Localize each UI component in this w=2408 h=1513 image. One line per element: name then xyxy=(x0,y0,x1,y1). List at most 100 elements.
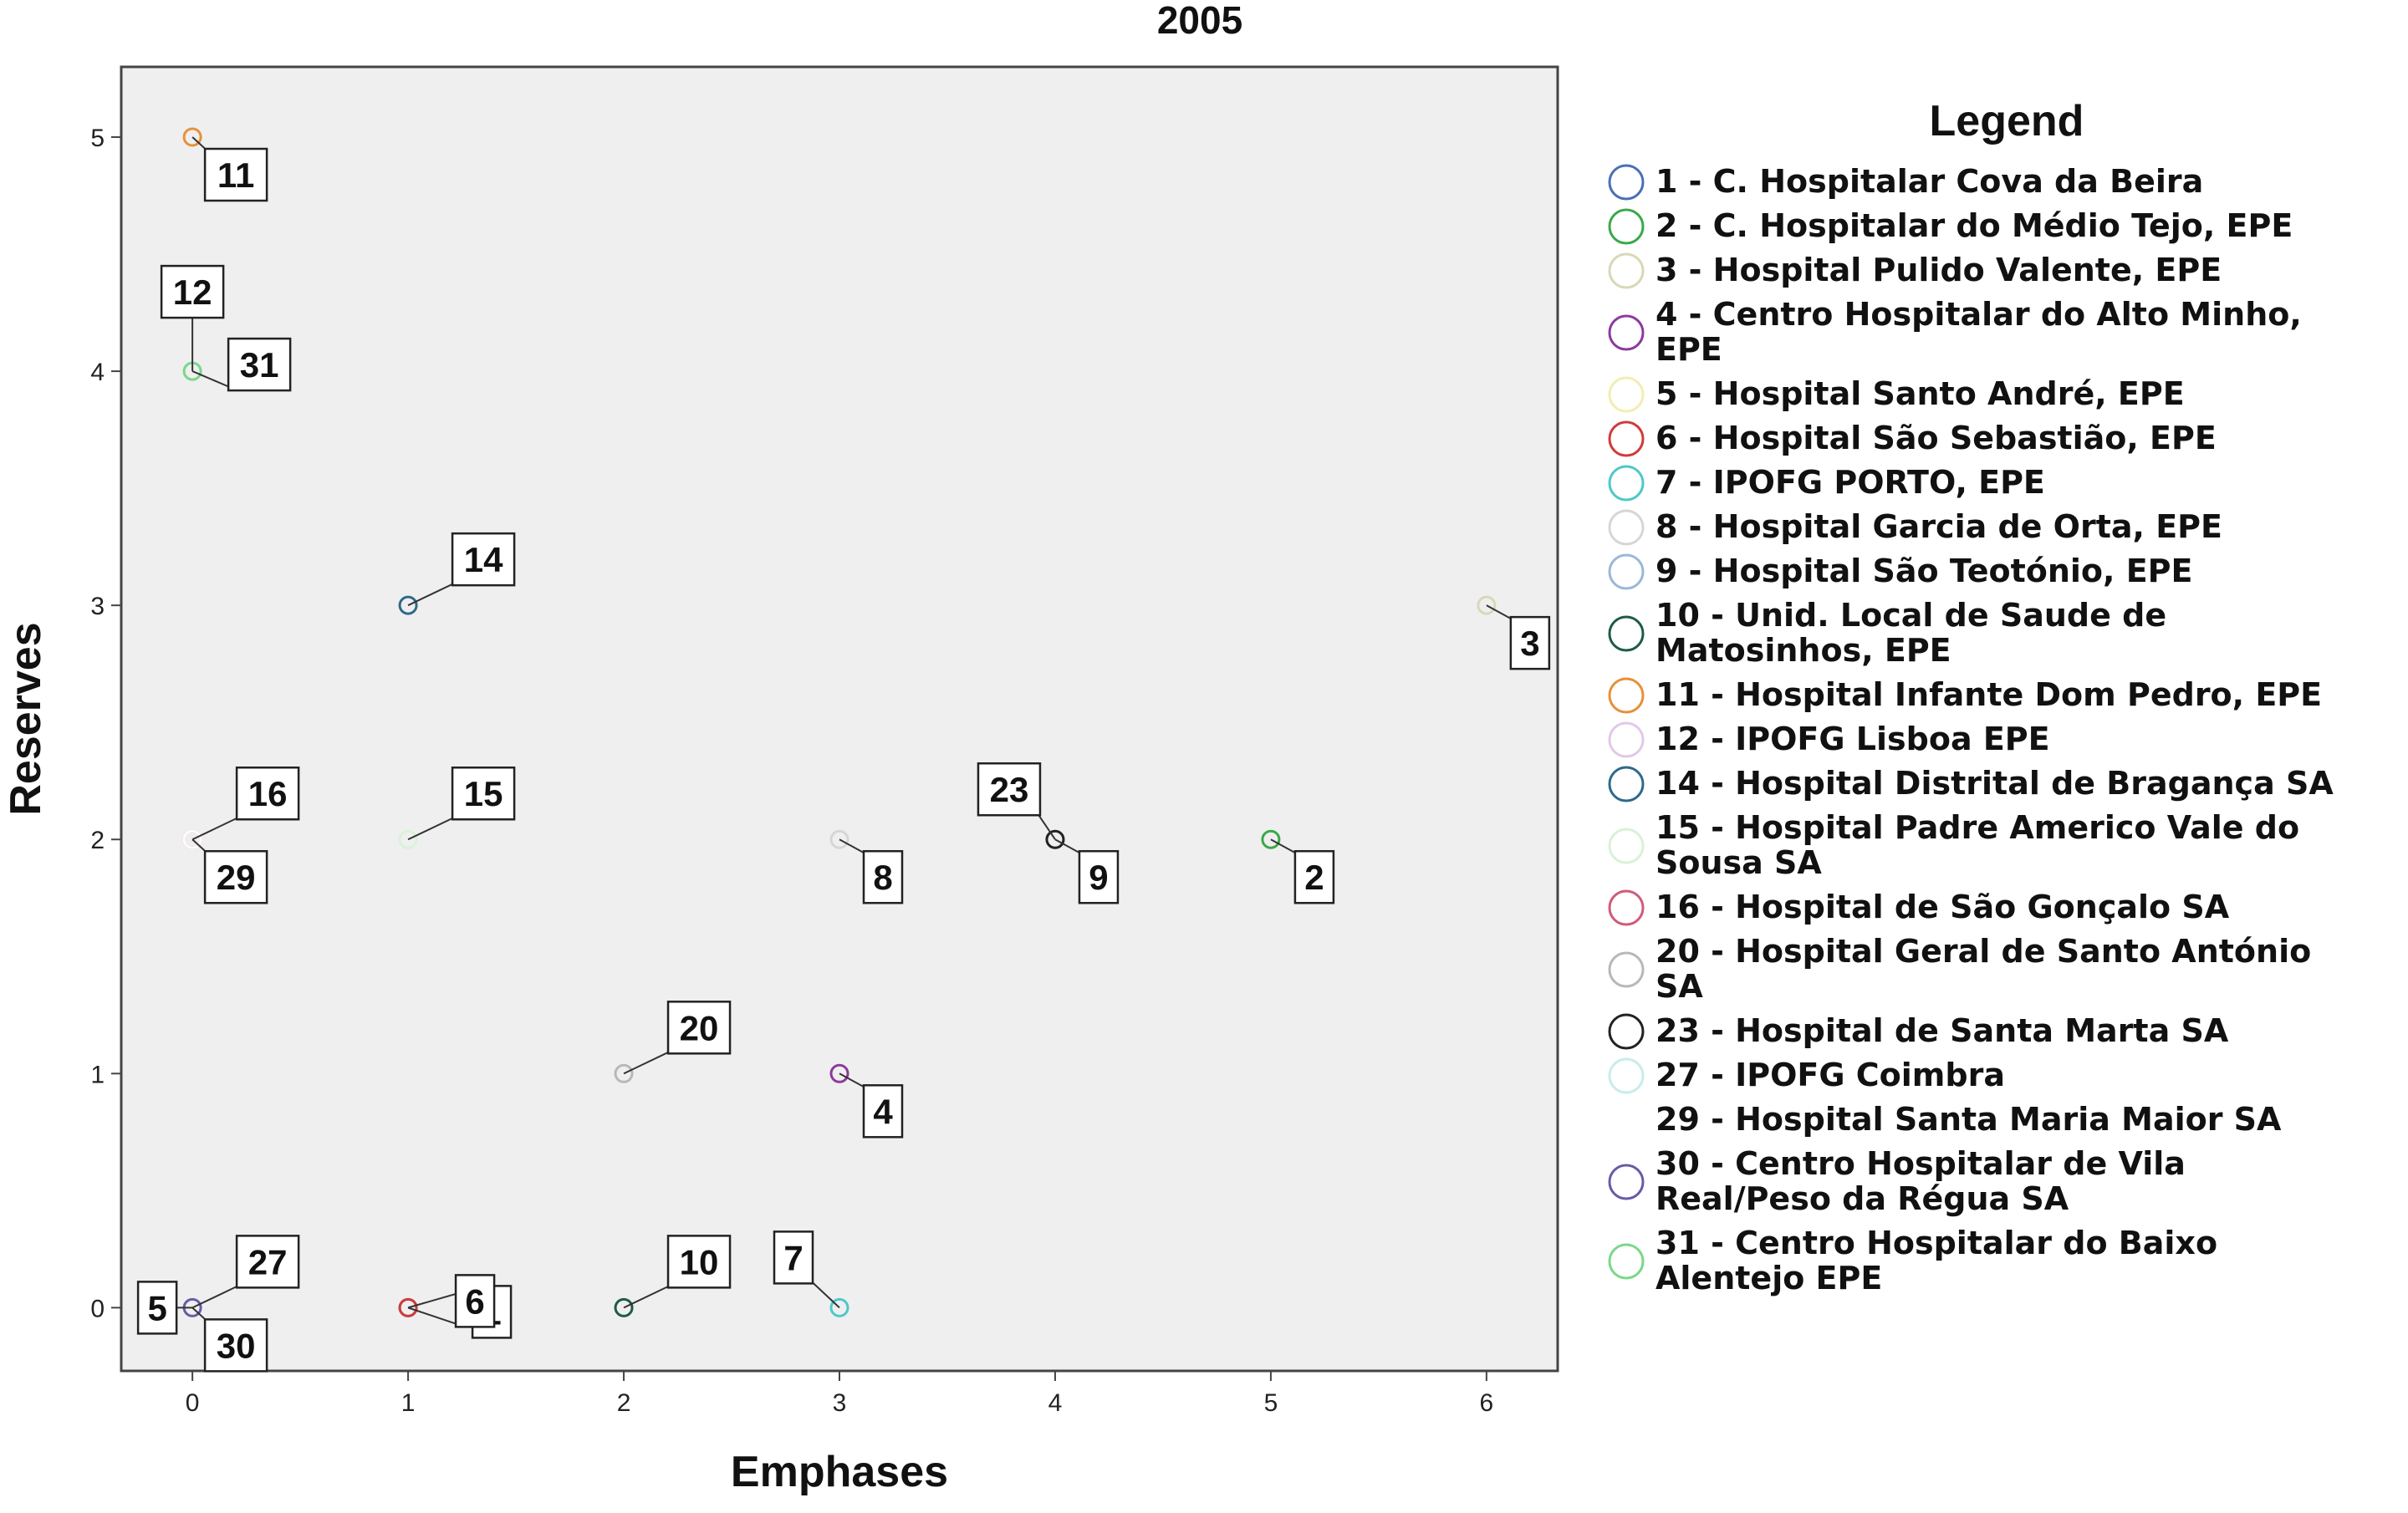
point-label-leader xyxy=(191,370,232,389)
legend-marker xyxy=(1608,1057,1645,1094)
y-tick-label: 3 xyxy=(90,593,105,620)
x-axis-label: Emphases xyxy=(731,1448,948,1496)
point-label-leader xyxy=(1054,838,1082,855)
legend-marker xyxy=(1608,677,1645,714)
legend-marker xyxy=(1608,314,1645,351)
legend-entry-text: 14 - Hospital Distrital de Bragança SA xyxy=(1656,765,2334,802)
point-label: 9 xyxy=(1089,858,1108,897)
y-tick-label: 2 xyxy=(90,827,105,854)
legend-title: Legend xyxy=(1930,97,2084,145)
point-label: 10 xyxy=(680,1242,719,1281)
legend-marker xyxy=(1608,828,1645,864)
point-label-box xyxy=(1078,849,1120,904)
point-label: 30 xyxy=(217,1326,256,1365)
data-point xyxy=(398,595,418,615)
data-point xyxy=(614,1297,634,1317)
legend-entry-text: 29 - Hospital Santa Maria Maior SA xyxy=(1656,1101,2282,1138)
point-label-box xyxy=(160,264,225,319)
point-label: 4 xyxy=(873,1092,893,1131)
point-label-box xyxy=(1293,849,1335,904)
data-point xyxy=(182,127,202,147)
point-label: 31 xyxy=(240,345,279,385)
data-point xyxy=(398,1297,418,1317)
point-label-box xyxy=(451,532,516,587)
point-label-box xyxy=(977,762,1042,817)
point-label-leader xyxy=(191,816,241,841)
legend-entry-text: 12 - IPOFG Lisboa EPE xyxy=(1656,721,2050,757)
point-label: 20 xyxy=(680,1008,719,1047)
legend-marker xyxy=(1608,889,1645,926)
point-label-box xyxy=(1509,615,1551,670)
legend-entry-text: 30 - Centro Hospitalar de Vila xyxy=(1656,1145,2186,1182)
legend-marker xyxy=(1608,1164,1645,1200)
legend-entry-text: 11 - Hospital Infante Dom Pedro, EPE xyxy=(1656,676,2322,713)
point-label: 15 xyxy=(464,774,503,813)
y-tick-label: 5 xyxy=(90,125,105,152)
point-label-leader xyxy=(839,1072,866,1089)
legend-marker xyxy=(1608,208,1645,245)
x-tick-label: 0 xyxy=(186,1389,200,1417)
point-label-leader xyxy=(407,816,457,841)
x-tick-label: 4 xyxy=(1048,1389,1063,1417)
point-label-leader xyxy=(191,1284,241,1309)
x-tick-label: 3 xyxy=(833,1389,847,1417)
data-point xyxy=(614,1063,634,1083)
legend-entry-text: 1 - C. Hospitalar Cova da Beira xyxy=(1656,163,2203,200)
legend-entry-text: 23 - Hospital de Santa Marta SA xyxy=(1656,1012,2229,1049)
y-tick-label: 4 xyxy=(90,359,105,386)
point-label-leader xyxy=(810,1280,840,1309)
point-label: 8 xyxy=(873,858,892,897)
point-label: 7 xyxy=(783,1238,803,1277)
legend-marker xyxy=(1608,1243,1645,1280)
data-point xyxy=(829,1063,849,1083)
point-label-box xyxy=(227,337,292,392)
point-label: 23 xyxy=(990,770,1029,809)
legend-entry-text: 27 - IPOFG Coimbra xyxy=(1656,1057,2005,1093)
point-labels: 123456789101112141516202327293031 xyxy=(136,136,1551,1373)
legend-entry-text: 20 - Hospital Geral de Santo António xyxy=(1656,933,2311,970)
point-label-leader xyxy=(407,582,457,607)
point-label: 29 xyxy=(217,858,256,897)
legend: 1 - C. Hospitalar Cova da Beira 2 - C. Ho… xyxy=(1608,163,2334,1296)
data-point xyxy=(1477,595,1497,615)
point-label: 16 xyxy=(248,774,288,813)
legend-entry-text: 8 - Hospital Garcia de Orta, EPE xyxy=(1656,508,2222,545)
y-axis-label: Reserves xyxy=(2,622,50,815)
legend-marker xyxy=(1608,252,1645,289)
point-label-box xyxy=(773,1230,814,1285)
legend-entry-text: 2 - C. Hospitalar do Médio Tejo, EPE xyxy=(1656,207,2293,244)
data-point xyxy=(829,829,849,849)
data-point xyxy=(1045,829,1065,849)
point-label: 27 xyxy=(248,1242,288,1281)
legend-entry-text: Real/Peso da Régua SA xyxy=(1656,1180,2069,1217)
y-tick-label: 0 xyxy=(90,1295,105,1322)
point-label-leader xyxy=(1486,604,1513,621)
legend-marker xyxy=(1608,420,1645,457)
point-label-box xyxy=(203,849,268,904)
legend-entry-text: 7 - IPOFG PORTO, EPE xyxy=(1656,464,2045,501)
x-tick-label: 2 xyxy=(617,1389,631,1417)
data-point xyxy=(398,829,418,849)
legend-entry-text: Matosinhos, EPE xyxy=(1656,632,1951,669)
legend-entry-text: Sousa SA xyxy=(1656,844,1822,881)
legend-entry-text: Alentejo EPE xyxy=(1656,1260,1882,1296)
point-label-box xyxy=(235,1235,300,1289)
point-label-box xyxy=(862,849,904,904)
point-label-leader xyxy=(839,838,866,855)
y-tick-label: 1 xyxy=(90,1061,105,1088)
point-label: 3 xyxy=(1520,624,1539,663)
legend-entry-text: 5 - Hospital Santo André, EPE xyxy=(1656,375,2185,412)
data-point xyxy=(182,829,202,849)
legend-entry-text: EPE xyxy=(1656,331,1722,368)
legend-marker xyxy=(1608,951,1645,988)
point-label: 11 xyxy=(217,155,254,195)
legend-entry-text: 3 - Hospital Pulido Valente, EPE xyxy=(1656,252,2222,288)
point-label-leader xyxy=(1270,838,1298,855)
plot-area xyxy=(120,65,1559,1373)
point-label-box xyxy=(451,766,516,821)
legend-entry-text: 10 - Unid. Local de Saude de xyxy=(1656,597,2166,634)
point-label-box xyxy=(203,147,268,202)
point-label-box xyxy=(203,1318,268,1373)
point-label: 14 xyxy=(464,540,503,579)
